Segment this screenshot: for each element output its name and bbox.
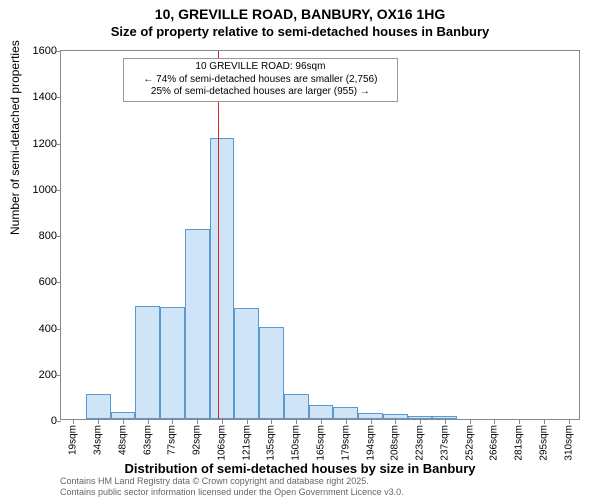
x-tick-mark <box>519 419 520 424</box>
footer-attribution: Contains HM Land Registry data © Crown c… <box>60 476 404 498</box>
title-sub: Size of property relative to semi-detach… <box>0 22 600 39</box>
title-main: 10, GREVILLE ROAD, BANBURY, OX16 1HG <box>0 0 600 22</box>
x-tick-mark <box>420 419 421 424</box>
x-tick-mark <box>73 419 74 424</box>
histogram-bar <box>309 405 334 419</box>
x-tick-label: 179sqm <box>340 425 351 461</box>
x-tick-label: 150sqm <box>291 425 302 461</box>
y-tick-mark <box>56 51 61 52</box>
x-tick-mark <box>470 419 471 424</box>
x-tick-mark <box>247 419 248 424</box>
y-tick-mark <box>56 329 61 330</box>
x-tick-label: 121sqm <box>241 425 252 461</box>
histogram-bar <box>284 394 309 419</box>
footer-line: Contains HM Land Registry data © Crown c… <box>60 476 404 487</box>
x-tick-mark <box>148 419 149 424</box>
annotation-line: ← 74% of semi-detached houses are smalle… <box>128 74 393 87</box>
histogram-bar <box>259 327 284 420</box>
x-tick-label: 92sqm <box>192 425 203 455</box>
histogram-bar <box>210 138 235 419</box>
y-axis-label: Number of semi-detached properties <box>8 40 22 235</box>
histogram-bar <box>234 308 259 419</box>
x-tick-mark <box>371 419 372 424</box>
histogram-bar <box>185 229 210 419</box>
x-tick-mark <box>98 419 99 424</box>
x-tick-label: 281sqm <box>514 425 525 461</box>
x-tick-label: 165sqm <box>316 425 327 461</box>
y-tick-mark <box>56 282 61 283</box>
histogram-bar <box>111 412 136 419</box>
annotation-line: 10 GREVILLE ROAD: 96sqm <box>128 61 393 74</box>
chart-container: 10, GREVILLE ROAD, BANBURY, OX16 1HG Siz… <box>0 0 600 500</box>
x-tick-mark <box>544 419 545 424</box>
x-tick-mark <box>123 419 124 424</box>
x-axis-label: Distribution of semi-detached houses by … <box>0 461 600 476</box>
y-tick-mark <box>56 97 61 98</box>
x-tick-mark <box>197 419 198 424</box>
x-tick-mark <box>271 419 272 424</box>
x-tick-mark <box>346 419 347 424</box>
y-tick-mark <box>56 375 61 376</box>
x-tick-label: 135sqm <box>266 425 277 461</box>
histogram-bar <box>333 407 358 419</box>
reference-line <box>218 51 219 419</box>
x-tick-mark <box>296 419 297 424</box>
x-tick-label: 295sqm <box>538 425 549 461</box>
y-tick-mark <box>56 236 61 237</box>
x-tick-mark <box>494 419 495 424</box>
y-tick-mark <box>56 421 61 422</box>
x-tick-label: 208sqm <box>390 425 401 461</box>
x-tick-mark <box>172 419 173 424</box>
histogram-bar <box>86 394 111 419</box>
x-tick-label: 237sqm <box>439 425 450 461</box>
histogram-bar <box>135 306 160 419</box>
x-tick-label: 34sqm <box>93 425 104 455</box>
annotation-line: 25% of semi-detached houses are larger (… <box>128 86 393 99</box>
x-tick-label: 223sqm <box>415 425 426 461</box>
x-tick-label: 266sqm <box>489 425 500 461</box>
x-tick-mark <box>222 419 223 424</box>
x-tick-label: 194sqm <box>365 425 376 461</box>
x-tick-label: 63sqm <box>142 425 153 455</box>
x-tick-mark <box>395 419 396 424</box>
histogram-bar <box>160 307 185 419</box>
x-tick-label: 19sqm <box>68 425 79 455</box>
x-tick-mark <box>445 419 446 424</box>
x-tick-mark <box>569 419 570 424</box>
x-tick-mark <box>321 419 322 424</box>
annotation-box: 10 GREVILLE ROAD: 96sqm← 74% of semi-det… <box>123 58 398 102</box>
y-tick-mark <box>56 144 61 145</box>
footer-line: Contains public sector information licen… <box>60 487 404 498</box>
x-tick-label: 106sqm <box>216 425 227 461</box>
x-tick-label: 48sqm <box>117 425 128 455</box>
x-tick-label: 77sqm <box>167 425 178 455</box>
chart-plot-area: 0200400600800100012001400160019sqm34sqm4… <box>60 50 580 420</box>
x-tick-label: 310sqm <box>563 425 574 461</box>
y-tick-mark <box>56 190 61 191</box>
x-tick-label: 252sqm <box>464 425 475 461</box>
